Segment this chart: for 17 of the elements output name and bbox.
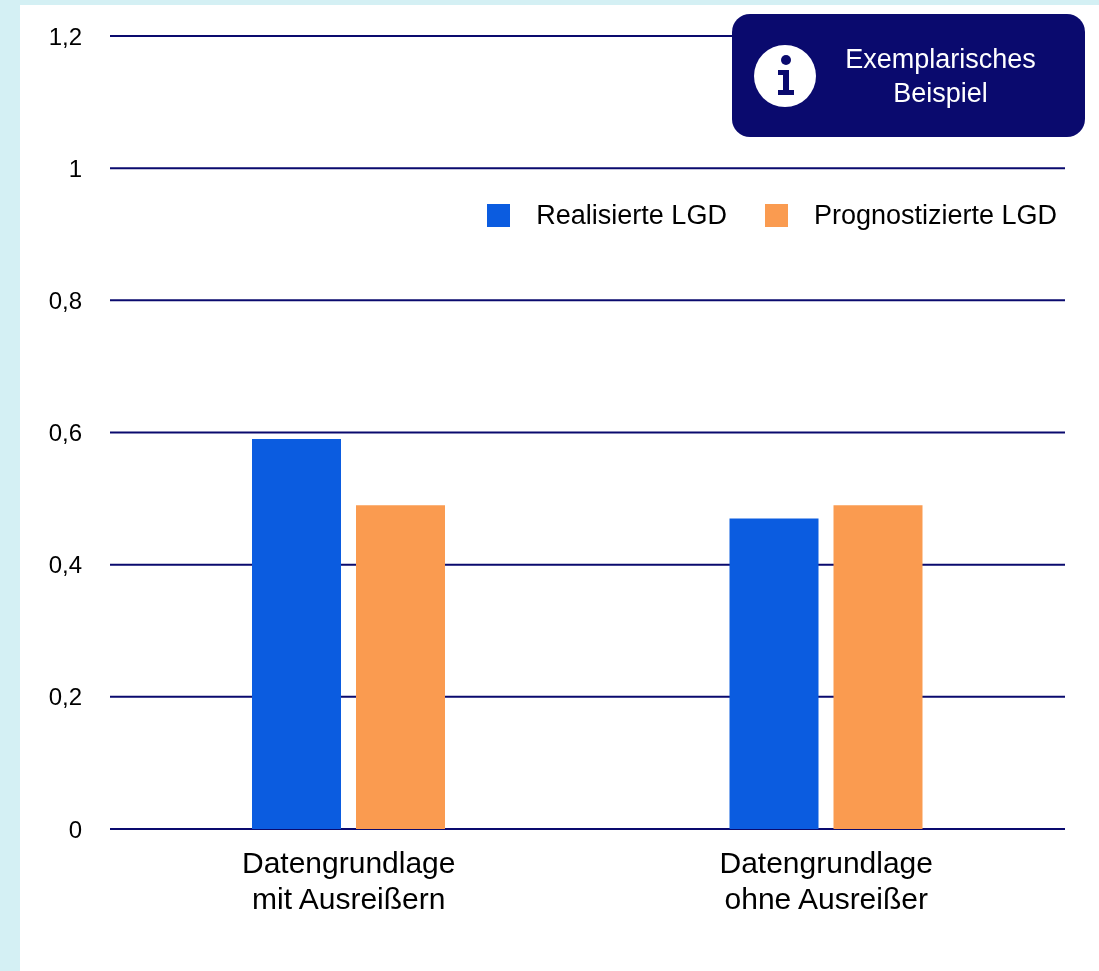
y-tick-label: 0,4	[48, 551, 82, 579]
legend-label: Realisierte LGD	[536, 200, 727, 231]
y-tick-label: 0,2	[48, 683, 82, 711]
y-tick-label: 1,2	[48, 22, 82, 50]
bar	[729, 518, 819, 829]
bar	[833, 505, 923, 829]
x-tick-label: Datengrundlage ohne Ausreißer	[719, 846, 934, 915]
note-box: Exemplarisches Beispiel	[732, 14, 1085, 137]
legend-label: Prognostizierte LGD	[813, 200, 1057, 231]
x-tick-label: Datengrundlage mit Ausreißern	[241, 846, 456, 915]
y-tick-label: 1	[68, 154, 82, 182]
y-tick-label: 0,6	[48, 419, 82, 447]
y-tick-label: 0,8	[48, 286, 82, 314]
annotation: Exemplarisches Beispiel	[844, 42, 1037, 110]
bar	[252, 439, 341, 829]
bar	[356, 505, 445, 829]
y-tick-label: 0	[68, 815, 82, 843]
